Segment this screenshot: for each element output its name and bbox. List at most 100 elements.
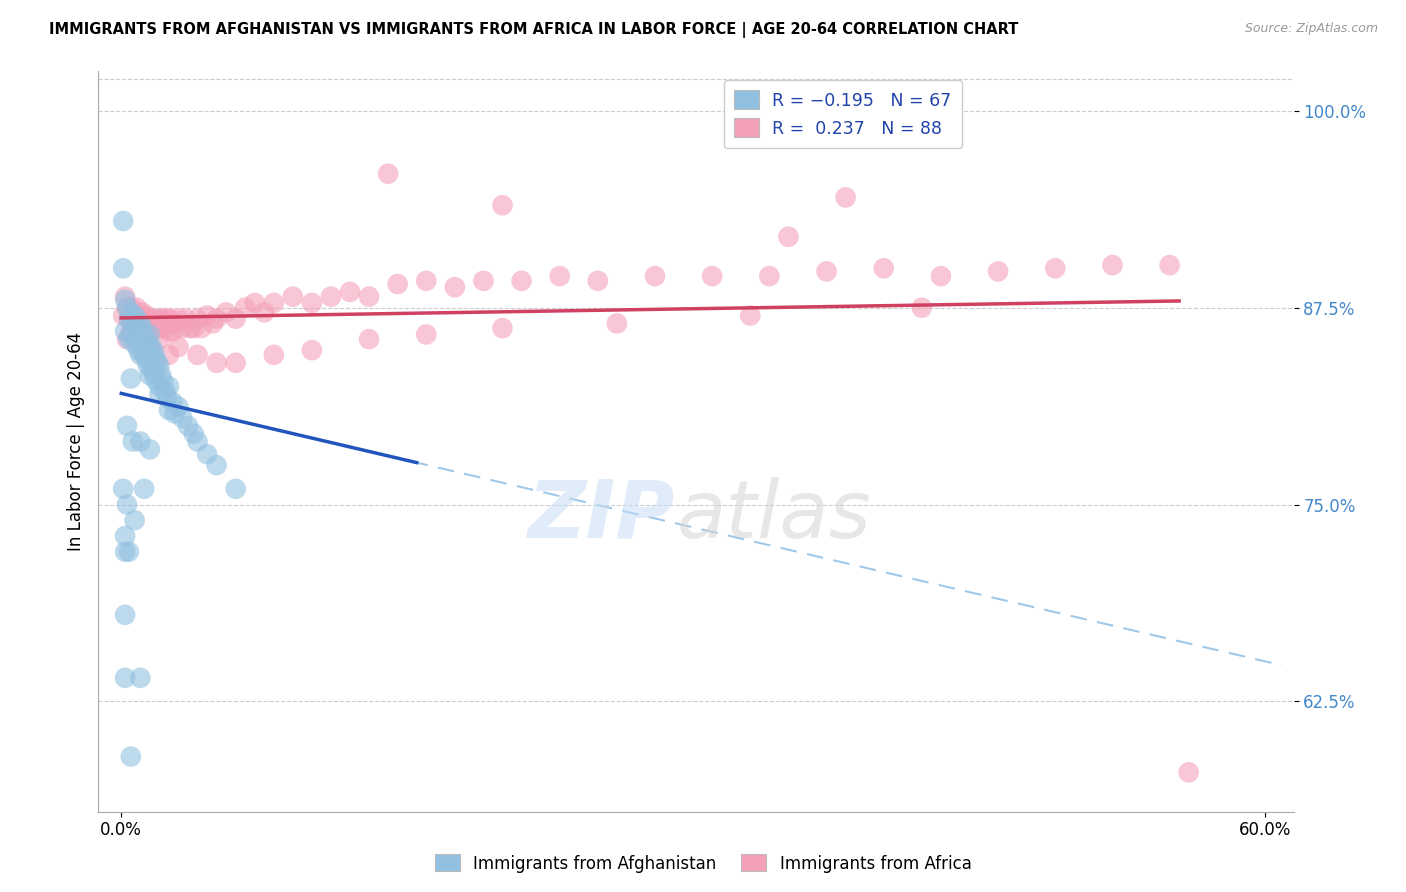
Point [124,337,146,351]
Point [115,498,138,512]
Point [139,340,162,354]
Point [778,229,800,244]
Point [125,321,148,335]
Point [125,332,148,346]
Point [136,321,159,335]
Point [586,274,609,288]
Point [186,311,208,326]
Point [148,379,170,393]
Point [644,269,666,284]
Point [444,280,467,294]
Point [139,311,162,326]
Point [162,395,184,409]
Point [141,340,163,354]
Point [131,340,153,354]
Point [205,458,228,472]
Point [127,324,149,338]
Point [1045,261,1067,276]
Point [112,309,135,323]
Point [145,321,167,335]
Point [172,411,194,425]
Point [121,317,143,331]
Point [114,293,136,307]
Point [120,371,142,385]
Point [125,311,148,326]
Point [112,214,135,228]
Point [139,327,162,342]
Point [834,190,856,204]
Point [1159,258,1181,272]
Point [124,513,146,527]
Point [156,391,179,405]
Legend: R = −0.195   N = 67, R =  0.237   N = 88: R = −0.195 N = 67, R = 0.237 N = 88 [724,80,962,148]
Point [118,332,141,346]
Point [253,305,276,319]
Point [134,327,156,342]
Point [387,277,409,291]
Point [167,340,190,354]
Point [120,327,142,342]
Point [148,311,170,326]
Point [201,317,224,331]
Point [112,261,135,276]
Point [115,418,138,433]
Point [190,321,212,335]
Point [129,332,152,346]
Point [129,671,152,685]
Point [186,348,208,362]
Point [129,327,152,342]
Point [135,309,157,323]
Point [142,367,165,381]
Point [301,296,323,310]
Point [120,301,142,315]
Point [114,545,136,559]
Point [114,324,136,338]
Point [134,317,156,331]
Point [139,442,162,457]
Point [472,274,495,288]
Point [146,356,169,370]
Point [114,529,136,543]
Point [172,321,194,335]
Point [127,343,149,358]
Point [167,311,190,326]
Point [125,301,148,315]
Point [740,309,762,323]
Point [136,337,159,351]
Point [339,285,361,299]
Point [1101,258,1123,272]
Point [225,311,247,326]
Point [319,290,342,304]
Point [163,317,186,331]
Point [146,317,169,331]
Point [157,379,180,393]
Point [548,269,571,284]
Point [929,269,952,284]
Point [263,348,285,362]
Point [150,321,173,335]
Point [301,343,323,358]
Text: IMMIGRANTS FROM AFGHANISTAN VS IMMIGRANTS FROM AFRICA IN LABOR FORCE | AGE 20-64: IMMIGRANTS FROM AFGHANISTAN VS IMMIGRANT… [49,22,1018,38]
Point [205,311,228,326]
Point [114,290,136,304]
Point [281,290,304,304]
Point [243,296,266,310]
Text: ZIP: ZIP [527,476,673,555]
Point [121,434,143,449]
Point [129,348,152,362]
Point [195,447,218,461]
Point [148,387,170,401]
Point [118,545,141,559]
Point [758,269,780,284]
Point [136,359,159,373]
Point [156,311,179,326]
Point [415,327,437,342]
Point [702,269,724,284]
Point [263,296,285,310]
Point [377,167,399,181]
Point [205,356,228,370]
Point [162,324,184,338]
Point [415,274,437,288]
Point [148,359,170,373]
Point [145,373,167,387]
